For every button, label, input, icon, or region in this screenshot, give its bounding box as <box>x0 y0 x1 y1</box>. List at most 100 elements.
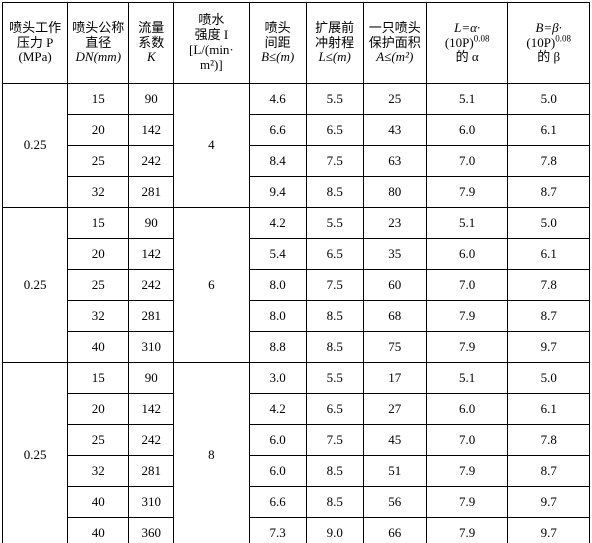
cell-dn: 20 <box>68 394 129 425</box>
table-row: 25 242 6.0 7.5 45 7.0 7.8 <box>3 425 590 456</box>
cell-b: 9.4 <box>249 177 306 208</box>
cell-a: 60 <box>363 270 426 301</box>
cell-l: 9.0 <box>306 518 363 543</box>
col-dn: 喷头公称 直径 DN(mm) <box>68 3 129 84</box>
table-row: 0.25 15 90 6 4.2 5.5 23 5.1 5.0 <box>3 208 590 239</box>
cell-beta: 7.8 <box>508 146 590 177</box>
table-row: 32 281 9.4 8.5 80 7.9 8.7 <box>3 177 590 208</box>
cell-l: 8.5 <box>306 456 363 487</box>
cell-beta: 6.1 <box>508 115 590 146</box>
cell-k: 281 <box>129 456 174 487</box>
cell-intensity: 8 <box>174 363 249 543</box>
cell-beta: 5.0 <box>508 363 590 394</box>
cell-k: 242 <box>129 146 174 177</box>
cell-a: 45 <box>363 425 426 456</box>
cell-a: 27 <box>363 394 426 425</box>
cell-l: 5.5 <box>306 208 363 239</box>
col-beta: B=β· (10P)0.08 的 β <box>508 3 590 84</box>
table-row: 40 310 8.8 8.5 75 7.9 9.7 <box>3 332 590 363</box>
table-row: 20 142 4.2 6.5 27 6.0 6.1 <box>3 394 590 425</box>
cell-intensity: 4 <box>174 84 249 208</box>
cell-k: 281 <box>129 301 174 332</box>
table-body: 0.25 15 90 4 4.6 5.5 25 5.1 5.0 20 142 6… <box>3 84 590 543</box>
cell-l: 7.5 <box>306 270 363 301</box>
cell-dn: 15 <box>68 84 129 115</box>
cell-b: 8.4 <box>249 146 306 177</box>
cell-alpha: 7.0 <box>426 146 508 177</box>
col-alpha: L=α· (10P)0.08 的 α <box>426 3 508 84</box>
cell-k: 310 <box>129 487 174 518</box>
cell-b: 4.2 <box>249 208 306 239</box>
cell-b: 5.4 <box>249 239 306 270</box>
cell-intensity: 6 <box>174 208 249 363</box>
cell-b: 6.0 <box>249 425 306 456</box>
cell-pressure: 0.25 <box>3 208 68 363</box>
cell-a: 63 <box>363 146 426 177</box>
cell-dn: 32 <box>68 301 129 332</box>
cell-k: 142 <box>129 239 174 270</box>
cell-a: 25 <box>363 84 426 115</box>
cell-beta: 5.0 <box>508 208 590 239</box>
cell-k: 142 <box>129 394 174 425</box>
col-pressure: 喷头工作 压力 P (MPa) <box>3 3 68 84</box>
table-row: 25 242 8.0 7.5 60 7.0 7.8 <box>3 270 590 301</box>
cell-dn: 32 <box>68 456 129 487</box>
table-row: 25 242 8.4 7.5 63 7.0 7.8 <box>3 146 590 177</box>
cell-a: 43 <box>363 115 426 146</box>
cell-alpha: 5.1 <box>426 84 508 115</box>
table-row: 40 310 6.6 8.5 56 7.9 9.7 <box>3 487 590 518</box>
cell-dn: 32 <box>68 177 129 208</box>
cell-alpha: 5.1 <box>426 208 508 239</box>
cell-a: 80 <box>363 177 426 208</box>
cell-beta: 7.8 <box>508 270 590 301</box>
cell-l: 8.5 <box>306 487 363 518</box>
cell-dn: 40 <box>68 487 129 518</box>
cell-dn: 20 <box>68 239 129 270</box>
cell-a: 66 <box>363 518 426 543</box>
cell-beta: 7.8 <box>508 425 590 456</box>
cell-beta: 6.1 <box>508 239 590 270</box>
cell-dn: 15 <box>68 208 129 239</box>
cell-k: 281 <box>129 177 174 208</box>
cell-l: 7.5 <box>306 425 363 456</box>
table-row: 20 142 6.6 6.5 43 6.0 6.1 <box>3 115 590 146</box>
cell-dn: 25 <box>68 146 129 177</box>
cell-a: 51 <box>363 456 426 487</box>
cell-a: 35 <box>363 239 426 270</box>
cell-a: 56 <box>363 487 426 518</box>
cell-b: 6.6 <box>249 487 306 518</box>
table-row: 32 281 6.0 8.5 51 7.9 8.7 <box>3 456 590 487</box>
cell-alpha: 7.0 <box>426 425 508 456</box>
table-row: 0.25 15 90 8 3.0 5.5 17 5.1 5.0 <box>3 363 590 394</box>
cell-b: 8.0 <box>249 270 306 301</box>
table-row: 0.25 15 90 4 4.6 5.5 25 5.1 5.0 <box>3 84 590 115</box>
cell-l: 8.5 <box>306 332 363 363</box>
cell-beta: 5.0 <box>508 84 590 115</box>
cell-b: 7.3 <box>249 518 306 543</box>
cell-pressure: 0.25 <box>3 363 68 543</box>
cell-b: 4.2 <box>249 394 306 425</box>
cell-alpha: 6.0 <box>426 239 508 270</box>
cell-b: 3.0 <box>249 363 306 394</box>
cell-k: 90 <box>129 208 174 239</box>
cell-l: 5.5 <box>306 84 363 115</box>
col-spacing: 喷头 间距 B≤(m) <box>249 3 306 84</box>
cell-alpha: 7.9 <box>426 332 508 363</box>
cell-l: 6.5 <box>306 115 363 146</box>
cell-alpha: 7.0 <box>426 270 508 301</box>
cell-a: 17 <box>363 363 426 394</box>
cell-dn: 40 <box>68 518 129 543</box>
cell-alpha: 7.9 <box>426 177 508 208</box>
cell-a: 75 <box>363 332 426 363</box>
cell-l: 8.5 <box>306 177 363 208</box>
cell-b: 4.6 <box>249 84 306 115</box>
table-row: 20 142 5.4 6.5 35 6.0 6.1 <box>3 239 590 270</box>
cell-l: 5.5 <box>306 363 363 394</box>
table-row: 32 281 8.0 8.5 68 7.9 8.7 <box>3 301 590 332</box>
cell-beta: 9.7 <box>508 332 590 363</box>
cell-a: 23 <box>363 208 426 239</box>
cell-dn: 40 <box>68 332 129 363</box>
cell-alpha: 7.9 <box>426 456 508 487</box>
cell-beta: 8.7 <box>508 177 590 208</box>
cell-alpha: 6.0 <box>426 115 508 146</box>
